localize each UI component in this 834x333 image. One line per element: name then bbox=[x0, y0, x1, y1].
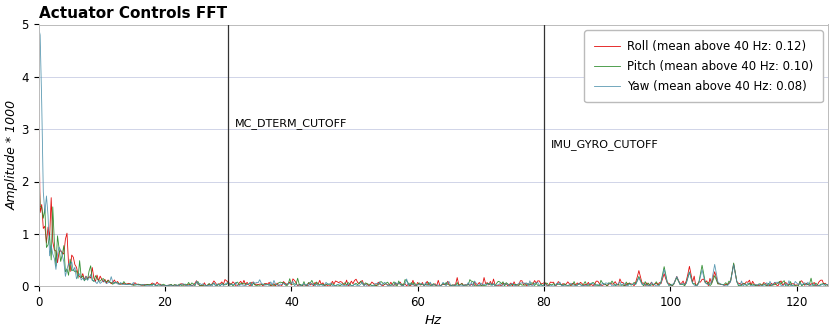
Yaw (mean above 40 Hz: 0.08): (104, 0.0209): 0.08): (104, 0.0209) bbox=[689, 283, 699, 287]
Text: Actuator Controls FFT: Actuator Controls FFT bbox=[38, 6, 227, 21]
Yaw (mean above 40 Hz: 0.08): (0, 4.95): 0.08): (0, 4.95) bbox=[33, 25, 43, 29]
Yaw (mean above 40 Hz: 0.08): (36.2, 0.0294): 0.08): (36.2, 0.0294) bbox=[263, 283, 273, 287]
Pitch (mean above 40 Hz: 0.10): (36.2, 0.0356): 0.10): (36.2, 0.0356) bbox=[263, 282, 273, 286]
Roll (mean above 40 Hz: 0.12): (31, 0.0546): 0.12): (31, 0.0546) bbox=[229, 281, 239, 285]
Line: Yaw (mean above 40 Hz: 0.08): Yaw (mean above 40 Hz: 0.08) bbox=[38, 27, 828, 286]
Pitch (mean above 40 Hz: 0.10): (82.2, 0.039): 0.10): (82.2, 0.039) bbox=[553, 282, 563, 286]
Yaw (mean above 40 Hz: 0.08): (125, 0.013): 0.08): (125, 0.013) bbox=[823, 283, 833, 287]
Legend: Roll (mean above 40 Hz: 0.12), Pitch (mean above 40 Hz: 0.10), Yaw (mean above 4: Roll (mean above 40 Hz: 0.12), Pitch (me… bbox=[585, 30, 822, 103]
X-axis label: Hz: Hz bbox=[425, 314, 442, 327]
Yaw (mean above 40 Hz: 0.08): (69.8, 0.000195): 0.08): (69.8, 0.000195) bbox=[475, 284, 485, 288]
Yaw (mean above 40 Hz: 0.08): (80.8, 0.000987): 0.08): (80.8, 0.000987) bbox=[544, 284, 554, 288]
Pitch (mean above 40 Hz: 0.10): (45.5, 0.0208): 0.10): (45.5, 0.0208) bbox=[321, 283, 331, 287]
Pitch (mean above 40 Hz: 0.10): (104, 0.0525): 0.10): (104, 0.0525) bbox=[689, 281, 699, 285]
Yaw (mean above 40 Hz: 0.08): (45.5, 0.0742): 0.08): (45.5, 0.0742) bbox=[321, 280, 331, 284]
Yaw (mean above 40 Hz: 0.08): (31, 0.0295): 0.08): (31, 0.0295) bbox=[229, 283, 239, 287]
Text: MC_DTERM_CUTOFF: MC_DTERM_CUTOFF bbox=[234, 119, 347, 130]
Pitch (mean above 40 Hz: 0.10): (125, 0.00931): 0.10): (125, 0.00931) bbox=[823, 284, 833, 288]
Y-axis label: Amplitude * 1000: Amplitude * 1000 bbox=[6, 100, 18, 210]
Line: Roll (mean above 40 Hz: 0.12): Roll (mean above 40 Hz: 0.12) bbox=[38, 91, 828, 286]
Roll (mean above 40 Hz: 0.12): (0, 3.73): 0.12): (0, 3.73) bbox=[33, 89, 43, 93]
Text: IMU_GYRO_CUTOFF: IMU_GYRO_CUTOFF bbox=[550, 140, 658, 151]
Roll (mean above 40 Hz: 0.12): (90, 0.000119): 0.12): (90, 0.000119) bbox=[602, 284, 612, 288]
Roll (mean above 40 Hz: 0.12): (80.5, 0.0128): 0.12): (80.5, 0.0128) bbox=[542, 283, 552, 287]
Pitch (mean above 40 Hz: 0.10): (80.8, 0.0107): 0.10): (80.8, 0.0107) bbox=[544, 284, 554, 288]
Pitch (mean above 40 Hz: 0.10): (73.8, 5.57e-05): 0.10): (73.8, 5.57e-05) bbox=[500, 284, 510, 288]
Pitch (mean above 40 Hz: 0.10): (31, 0.0266): 0.10): (31, 0.0266) bbox=[229, 283, 239, 287]
Pitch (mean above 40 Hz: 0.10): (0, 2.33): 0.10): (0, 2.33) bbox=[33, 163, 43, 166]
Roll (mean above 40 Hz: 0.12): (36.2, 0.0371): 0.12): (36.2, 0.0371) bbox=[263, 282, 273, 286]
Roll (mean above 40 Hz: 0.12): (82, 0.0237): 0.12): (82, 0.0237) bbox=[552, 283, 562, 287]
Roll (mean above 40 Hz: 0.12): (104, 0.193): 0.12): (104, 0.193) bbox=[689, 274, 699, 278]
Roll (mean above 40 Hz: 0.12): (45.5, 0.0339): 0.12): (45.5, 0.0339) bbox=[321, 282, 331, 286]
Line: Pitch (mean above 40 Hz: 0.10): Pitch (mean above 40 Hz: 0.10) bbox=[38, 165, 828, 286]
Roll (mean above 40 Hz: 0.12): (125, 0.0187): 0.12): (125, 0.0187) bbox=[823, 283, 833, 287]
Yaw (mean above 40 Hz: 0.08): (82.2, 0.0311): 0.08): (82.2, 0.0311) bbox=[553, 282, 563, 286]
